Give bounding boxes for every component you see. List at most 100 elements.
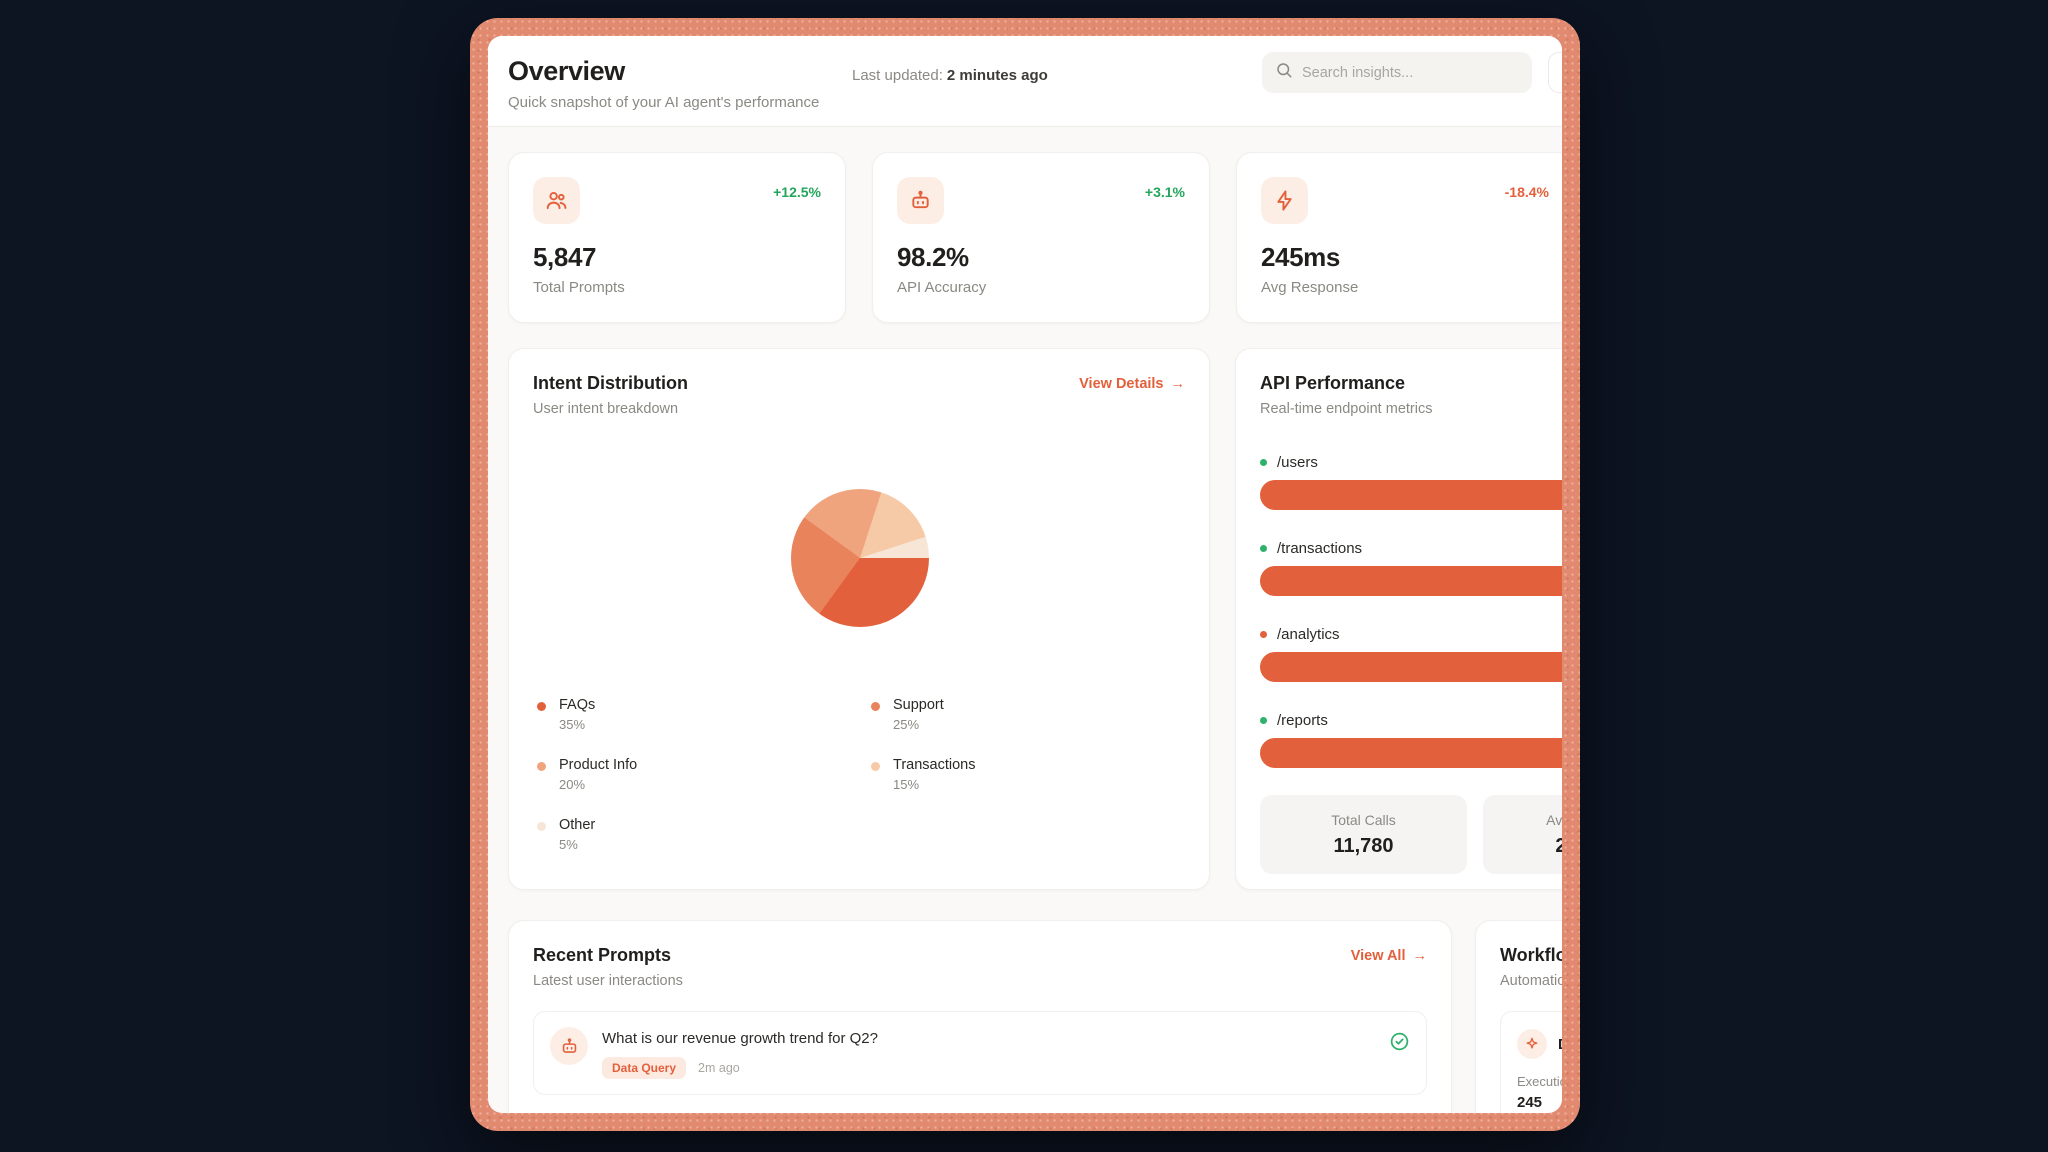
legend-item: Transactions 15% <box>871 757 975 792</box>
legend-dot <box>871 702 880 711</box>
prompt-text: What is our revenue growth trend for Q2? <box>602 1030 878 1047</box>
view-all-link[interactable]: View All → <box>1351 948 1427 964</box>
panel-subtitle: Latest user interactions <box>533 973 683 989</box>
panel-subtitle: User intent breakdown <box>533 401 679 417</box>
stat-card-api-accuracy: +3.1% 98.2% API Accuracy <box>872 152 1210 323</box>
legend-value: 25% <box>893 717 920 732</box>
recent-prompts-panel: Recent Prompts Latest user interactions … <box>508 920 1452 1113</box>
intent-distribution-panel: Intent Distribution User intent breakdow… <box>508 348 1210 890</box>
endpoint-bar <box>1260 566 1562 596</box>
status-dot <box>1260 631 1267 638</box>
panel-subtitle: Real-time endpoint metrics <box>1260 401 1433 417</box>
legend-value: 15% <box>893 777 920 792</box>
legend-item: Support 25% <box>871 697 975 732</box>
view-details-label: View Details <box>1079 376 1164 392</box>
last-updated-value: 2 minutes ago <box>946 67 1048 84</box>
legend-dot <box>871 762 880 771</box>
workflows-panel: Workflows Automations Data Sync Executio… <box>1475 920 1562 1113</box>
total-value: 245ms <box>1555 834 1562 857</box>
endpoint-bar <box>1260 738 1562 768</box>
intent-pie-chart <box>791 489 929 627</box>
last-updated: Last updated: 2 minutes ago <box>852 67 1048 84</box>
endpoint-row: /analytics <box>1260 626 1562 682</box>
workflow-metric-label: Executions <box>1517 1074 1562 1089</box>
endpoint-row: /transactions <box>1260 540 1562 596</box>
endpoint-row: /reports <box>1260 712 1562 768</box>
stat-value: 5,847 <box>533 242 597 272</box>
workflow-list-item[interactable]: Data Sync Executions 245 <box>1500 1011 1562 1113</box>
app-window: Overview Quick snapshot of your AI agent… <box>470 18 1580 1131</box>
stat-change-badge: -18.4% <box>1504 184 1549 200</box>
total-label: Total Calls <box>1331 811 1396 828</box>
prompt-meta: Data Query 2m ago <box>602 1057 878 1079</box>
endpoint-name: /transactions <box>1277 540 1363 557</box>
last-updated-label: Last updated: <box>852 67 943 84</box>
stat-card-top-row: -18.4% <box>1261 177 1549 224</box>
page-title: Overview <box>508 56 625 86</box>
legend-label: Transactions <box>893 757 976 773</box>
page-subtitle: Quick snapshot of your AI agent's perfor… <box>508 94 820 111</box>
endpoint-name: /reports <box>1277 712 1328 729</box>
panel-title: Recent Prompts <box>533 945 672 965</box>
total-value: 11,780 <box>1333 834 1394 857</box>
header-title-block: Overview Quick snapshot of your AI agent… <box>508 56 819 111</box>
legend-dot <box>537 762 546 771</box>
stat-card-top-row: +3.1% <box>897 177 1185 224</box>
app-header: Overview Quick snapshot of your AI agent… <box>488 36 1562 127</box>
panel-header: Intent Distribution User intent breakdow… <box>533 373 1185 417</box>
legend-item: FAQs 35% <box>537 697 871 732</box>
workflow-name: Data Sync <box>1558 1036 1562 1053</box>
stat-label: Total Prompts <box>533 279 625 296</box>
check-circle-icon <box>1389 1031 1410 1057</box>
legend-label: Other <box>559 817 596 833</box>
panel-title: API Performance <box>1260 373 1406 393</box>
stat-change-badge: +12.5% <box>773 184 821 200</box>
bot-avatar-icon <box>550 1027 588 1065</box>
prompt-timestamp: 2m ago <box>698 1061 740 1075</box>
legend-dot <box>537 822 546 831</box>
app-screen: Overview Quick snapshot of your AI agent… <box>488 36 1562 1113</box>
view-all-label: View All <box>1350 948 1406 964</box>
total-label: Avg. Latency <box>1546 811 1562 828</box>
legend-dot <box>537 702 546 711</box>
panel-title: Workflows <box>1500 945 1562 965</box>
prompt-tag-badge: Data Query <box>602 1057 687 1079</box>
legend-value: 20% <box>559 777 586 792</box>
endpoint-bar <box>1260 480 1562 510</box>
stat-change-badge: +3.1% <box>1144 184 1185 200</box>
prompt-list-item[interactable]: What is our revenue growth trend for Q2?… <box>533 1011 1427 1095</box>
sparkle-icon <box>1517 1029 1547 1059</box>
view-details-link[interactable]: View Details → <box>1079 376 1185 392</box>
status-dot <box>1260 717 1267 724</box>
total-calls-box: Total Calls 11,780 <box>1260 795 1467 874</box>
api-performance-panel: API Performance Real-time endpoint metri… <box>1235 348 1562 890</box>
stat-card-top-row: +12.5% <box>533 177 821 224</box>
panel-title: Intent Distribution <box>533 373 688 393</box>
legend-item: Product Info 20% <box>537 757 871 792</box>
panel-subtitle: Automations <box>1500 973 1562 989</box>
panel-header: API Performance Real-time endpoint metri… <box>1260 373 1562 417</box>
endpoint-bar <box>1260 652 1562 682</box>
arrow-right-icon: → <box>1170 376 1186 392</box>
legend-item: Other 5% <box>537 817 871 852</box>
search-icon <box>1275 61 1293 84</box>
prompt-content: What is our revenue growth trend for Q2?… <box>602 1027 878 1079</box>
stat-label: Avg Response <box>1261 279 1359 296</box>
avg-latency-box: Avg. Latency 245ms <box>1483 795 1562 874</box>
search-input[interactable] <box>1302 64 1519 81</box>
search-box[interactable] <box>1262 52 1532 93</box>
legend-value: 35% <box>559 717 586 732</box>
arrow-right-icon: → <box>1412 948 1428 964</box>
api-totals: Total Calls 11,780 Avg. Latency 245ms <box>1260 795 1562 874</box>
endpoint-name: /users <box>1277 454 1318 471</box>
stat-card-total-prompts: +12.5% 5,847 Total Prompts <box>508 152 846 323</box>
stat-label: API Accuracy <box>897 279 987 296</box>
intent-legend: FAQs 35% Support 25% Product Info 20% <box>537 697 975 852</box>
zap-icon <box>1261 177 1308 224</box>
endpoint-name: /analytics <box>1277 626 1340 643</box>
stat-value: 98.2% <box>897 242 969 272</box>
stat-value: 245ms <box>1261 242 1340 272</box>
header-action-button[interactable] <box>1548 52 1562 93</box>
panel-header: Workflows Automations <box>1500 945 1562 989</box>
status-dot <box>1260 459 1267 466</box>
